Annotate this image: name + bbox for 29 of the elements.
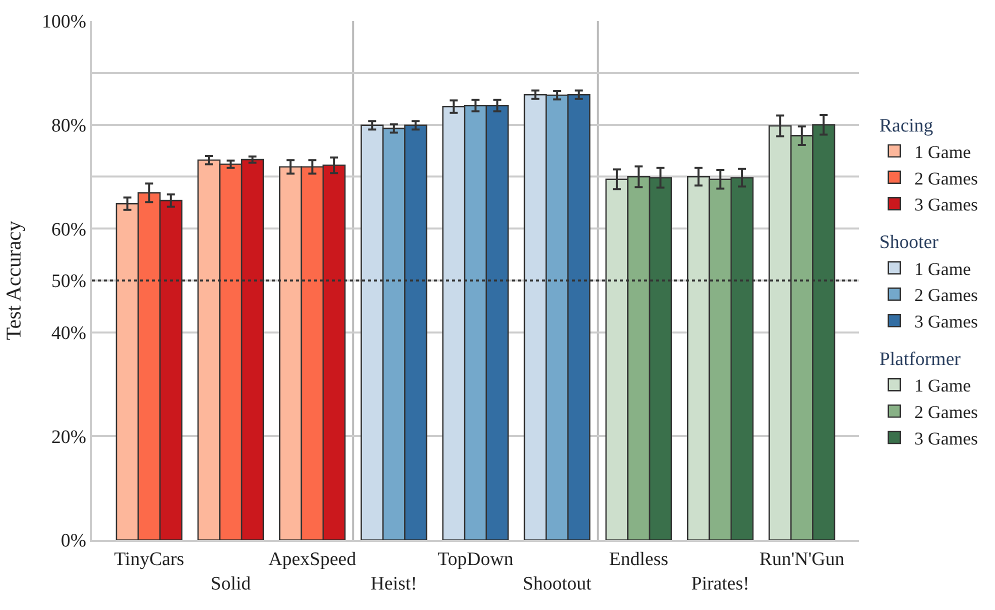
legend-label: 1 Game: [914, 376, 971, 396]
legend-label: 3 Games: [914, 194, 978, 215]
y-tick-label: 100%: [42, 12, 86, 33]
text: Shooter: [879, 232, 938, 254]
x-tick-label: Run'N'Gun: [759, 548, 845, 570]
legend-label: 3 Games: [914, 312, 978, 332]
x-tick-label: Pirates!: [691, 574, 750, 594]
legend-label: 2 Games: [914, 402, 978, 422]
x-tick-label: TopDown: [438, 548, 514, 570]
legend-label: 2 Games: [914, 168, 978, 188]
y-tick-label: 50%: [51, 271, 86, 292]
legend-label: 1 Game: [914, 258, 971, 279]
y-tick-label: 0%: [60, 530, 86, 552]
text: Racing: [879, 115, 934, 136]
x-tick-label: Heist!: [370, 574, 418, 594]
y-tick-label: 80%: [51, 115, 86, 136]
y-tick-label: 20%: [51, 426, 86, 448]
legend-label: 3 Games: [914, 428, 978, 449]
x-tick-label: Solid: [210, 574, 252, 594]
x-tick-label: TinyCars: [114, 548, 184, 570]
text: Platformer: [879, 349, 961, 370]
y-axis-title: Test Accuracy: [2, 220, 26, 340]
legend-label: 1 Game: [914, 142, 971, 162]
x-tick-label: Endless: [609, 548, 668, 570]
y-tick-label: 40%: [51, 323, 86, 344]
y-tick-label: 60%: [51, 219, 86, 240]
x-tick-label: ApexSpeed: [268, 548, 357, 570]
x-tick-label: Shootout: [522, 574, 592, 594]
legend-label: 2 Games: [914, 285, 978, 306]
